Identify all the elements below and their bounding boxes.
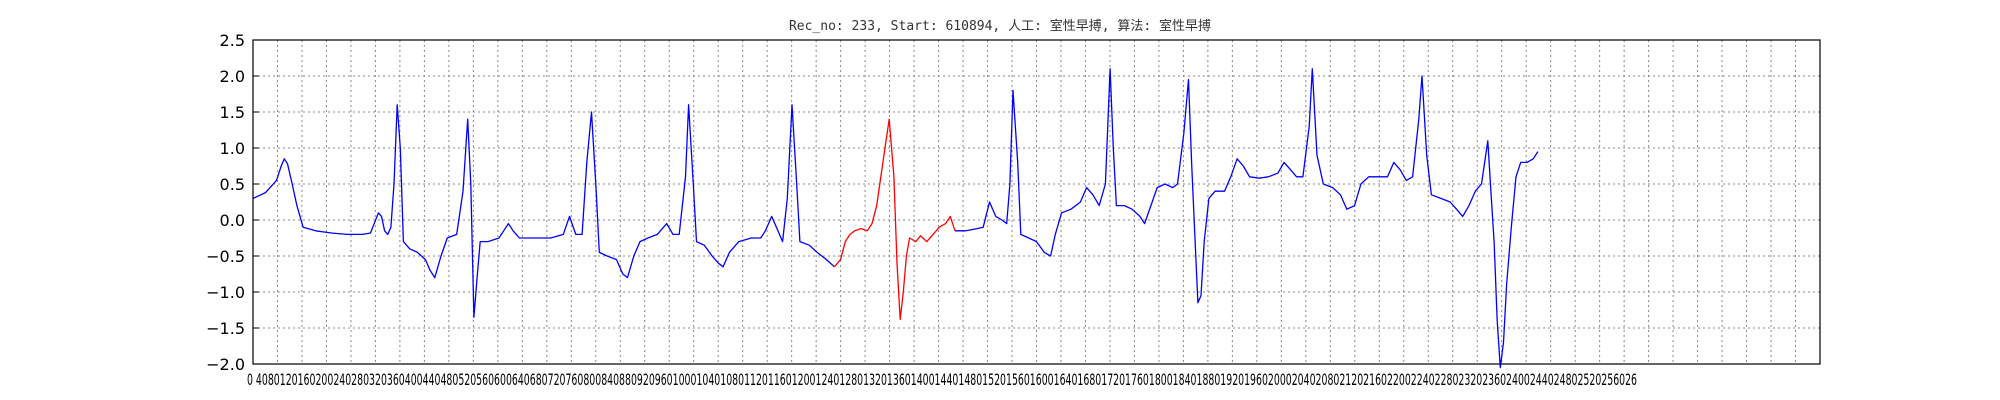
y-tick-label: 1.0 — [220, 139, 245, 158]
series-line-3 — [955, 68, 1539, 369]
series-line-1 — [252, 104, 835, 318]
series-group — [252, 68, 1539, 369]
y-axis: 2.5 2.0 1.5 1.0 0.5 0.0 −0.5 −1.0 −1.5 −2.0 — [206, 31, 259, 374]
plot-frame — [252, 39, 1821, 365]
chart-title: Rec_no: 233, Start: 610894, 人工: 室性早搏, 算法… — [789, 18, 1211, 34]
grid — [253, 40, 1820, 364]
y-tick-label: −1.0 — [206, 283, 245, 302]
x-tick-labels: 0 40801201602002402803203604004404805205… — [247, 370, 1637, 389]
y-tick-label: 0.0 — [220, 211, 245, 230]
y-tick-label: −0.5 — [206, 247, 245, 266]
y-tick-label: −1.5 — [206, 319, 245, 338]
y-tick-label: 2.0 — [220, 67, 245, 86]
series-line-2 — [833, 118, 956, 321]
y-tick-label: 2.5 — [220, 31, 245, 50]
y-tick-label: 1.5 — [220, 103, 245, 122]
y-tick-label: 0.5 — [220, 175, 245, 194]
y-tick-label: −2.0 — [206, 355, 245, 374]
